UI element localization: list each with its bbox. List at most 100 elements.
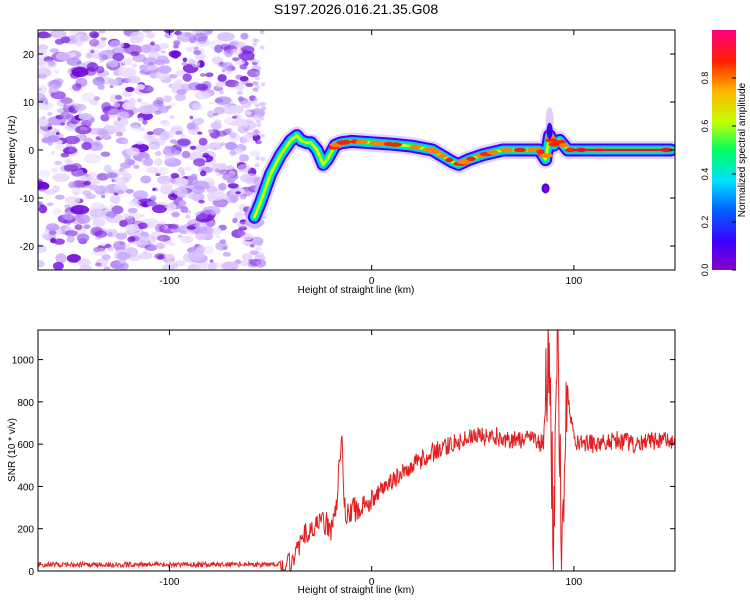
noise-blob (38, 180, 45, 191)
noise-blob (71, 67, 89, 78)
noise-blob (107, 79, 117, 85)
noise-blob (181, 62, 188, 66)
noise-blob (180, 171, 186, 176)
noise-blob (173, 44, 180, 49)
noise-blob (164, 153, 176, 163)
ridge-hotspot (466, 156, 476, 161)
ridge-hotspot (355, 139, 368, 145)
spectrogram-x-tick-label: -100 (159, 276, 179, 287)
noise-blob (182, 73, 192, 82)
ridge-hotspot (341, 139, 352, 145)
noise-blob (47, 112, 53, 116)
noise-blob (74, 224, 83, 230)
noise-blob (259, 30, 265, 35)
noise-blob (245, 82, 254, 87)
noise-blob (154, 253, 167, 260)
noise-blob (193, 50, 202, 55)
noise-blob (123, 213, 129, 218)
noise-blob (204, 232, 213, 239)
noise-blob (118, 262, 129, 270)
ridge-hotspot (487, 150, 499, 155)
noise-blob (137, 222, 148, 229)
noise-blob (42, 33, 52, 39)
noise-blob (38, 260, 45, 268)
noise-blob (52, 208, 62, 215)
noise-blob (190, 173, 198, 180)
noise-blob (55, 253, 67, 264)
noise-blob (242, 134, 254, 143)
noise-blob (171, 211, 180, 218)
noise-blob (140, 175, 152, 184)
noise-blob (142, 30, 152, 33)
noise-blob (219, 239, 227, 244)
noise-blob (162, 146, 178, 156)
noise-blob (232, 217, 238, 224)
noise-blob (157, 254, 165, 260)
noise-blob (38, 58, 46, 67)
noise-blob (232, 39, 240, 46)
noise-blob (208, 142, 222, 151)
colorbar: 0.0 0.2 0.4 0.6 0.8 Normalized spectral ampl… (700, 30, 748, 276)
snr-y-tick-label: 800 (17, 398, 34, 409)
noise-blob (61, 211, 76, 220)
noise-blob (241, 253, 253, 261)
noise-blob (207, 262, 218, 270)
noise-blob (252, 80, 257, 85)
noise-blob (107, 231, 113, 237)
noise-blob (161, 264, 174, 270)
noise-blob (255, 260, 261, 265)
noise-blob (155, 242, 165, 250)
noise-blob (225, 127, 233, 134)
noise-blob (193, 158, 206, 167)
noise-blob (125, 147, 140, 157)
noise-blob (210, 122, 222, 130)
noise-blob (57, 214, 76, 224)
spectrogram-y-tick-label: -20 (20, 242, 35, 253)
noise-blob (55, 143, 66, 151)
noise-blob (225, 141, 237, 151)
noise-blob (57, 108, 64, 113)
noise-blob (215, 81, 226, 88)
noise-blob (133, 164, 140, 169)
noise-blob (54, 160, 62, 166)
noise-blob (107, 108, 121, 118)
noise-blob (125, 86, 135, 92)
spectrogram-y-tick-label: -10 (20, 194, 35, 205)
snr-x-label: Height of straight line (km) (298, 585, 415, 596)
noise-blob (83, 153, 102, 164)
noise-blob (75, 83, 82, 89)
noise-blob (200, 170, 207, 177)
noise-blob (85, 52, 93, 59)
noise-blob (203, 245, 214, 255)
noise-blob (73, 191, 78, 196)
noise-blob (221, 261, 239, 270)
colorbar-tick-label: 0.6 (700, 120, 710, 133)
noise-blob (176, 89, 187, 95)
noise-blob (193, 32, 208, 42)
noise-blob (178, 200, 187, 207)
noise-blob (167, 223, 180, 230)
noise-blob (154, 223, 165, 233)
noise-blob (76, 214, 91, 224)
noise-blob (116, 189, 125, 195)
noise-blob (236, 90, 243, 95)
noise-blob (142, 119, 148, 125)
snr-plot-area (38, 330, 675, 571)
noise-blob (139, 235, 157, 245)
noise-blob (163, 95, 173, 103)
snr-y-tick-label: 0 (28, 567, 34, 578)
noise-blob (134, 56, 139, 61)
noise-blob (109, 213, 116, 219)
noise-blob (207, 110, 215, 118)
snr-line (38, 330, 675, 571)
noise-blob (259, 116, 265, 121)
noise-blob (89, 99, 99, 106)
noise-blob (124, 244, 131, 250)
noise-blob (71, 52, 77, 57)
spectrogram-ridge (245, 107, 675, 227)
noise-blob (260, 133, 266, 138)
noise-blob (146, 131, 154, 136)
noise-blob (235, 191, 241, 195)
noise-blob (64, 196, 81, 205)
